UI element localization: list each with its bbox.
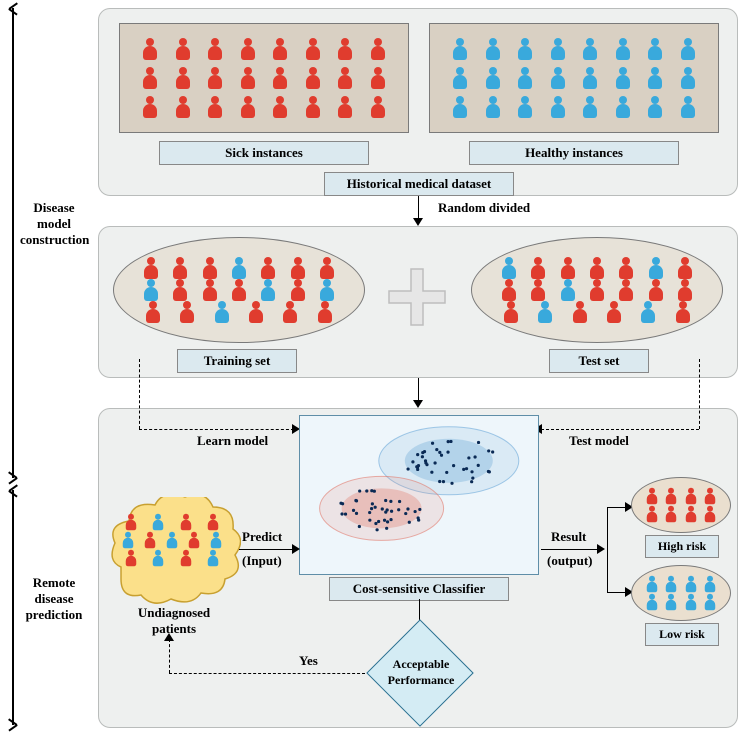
- training-ellipse: [113, 237, 365, 343]
- undiagnosed-label: Undiagnosed patients: [119, 605, 229, 637]
- high-risk-label: High risk: [645, 535, 719, 558]
- result-output-label: (output): [547, 553, 593, 569]
- random-divided-label: Random divided: [438, 200, 530, 216]
- low-risk-label: Low risk: [645, 623, 719, 646]
- healthy-box: [429, 23, 719, 133]
- plus-icon: [385, 265, 449, 329]
- undiagnosed-people: [117, 513, 227, 567]
- test-ellipse: [471, 237, 723, 343]
- diamond-label-2: Performance: [374, 673, 468, 688]
- learn-model-label: Learn model: [197, 433, 268, 449]
- side-label-bottom: Remote disease prediction: [20, 575, 88, 623]
- side-label-top: Disease model construction: [20, 200, 88, 248]
- classifier-scatter: [300, 416, 540, 556]
- training-label: Training set: [177, 349, 297, 373]
- panel-train-test: Training set Test set: [98, 226, 738, 378]
- panel-historical-dataset: Sick instances Healthy instances Histori…: [98, 8, 738, 196]
- classifier-label: Cost-sensitive Classifier: [329, 577, 509, 601]
- predict-label: Predict: [242, 529, 282, 545]
- high-risk-ellipse: [631, 477, 731, 533]
- low-risk-ellipse: [631, 565, 731, 621]
- healthy-label: Healthy instances: [469, 141, 679, 165]
- diamond-label-1: Acceptable: [374, 657, 468, 672]
- classifier-box: [299, 415, 539, 575]
- result-label: Result: [551, 529, 586, 545]
- yes-label: Yes: [299, 653, 318, 669]
- panel-prediction: Learn model Test model Cost-sensitive Cl…: [98, 408, 738, 728]
- dataset-label: Historical medical dataset: [324, 172, 514, 196]
- test-model-label: Test model: [569, 433, 629, 449]
- test-label: Test set: [549, 349, 649, 373]
- sick-label: Sick instances: [159, 141, 369, 165]
- sick-box: [119, 23, 409, 133]
- arrow-to-classifier: [418, 378, 419, 402]
- arrow-divided: [418, 196, 419, 220]
- predict-input-label: (Input): [242, 553, 282, 569]
